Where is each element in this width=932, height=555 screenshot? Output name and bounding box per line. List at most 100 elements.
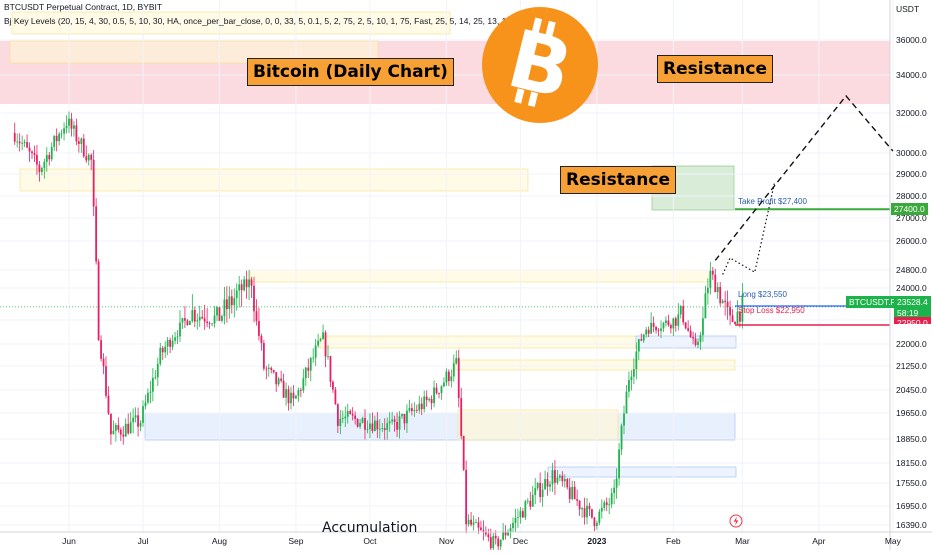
candle: [100, 335, 102, 362]
candle: [618, 443, 620, 486]
candle: [709, 261, 712, 295]
candle: [336, 403, 339, 434]
candle: [679, 305, 682, 319]
candle: [674, 316, 677, 332]
candle: [142, 400, 144, 427]
candle: [578, 500, 581, 516]
key-level-box: [249, 269, 711, 283]
candle: [556, 469, 559, 485]
candle: [110, 413, 112, 445]
time-tick-label: Jun: [62, 536, 76, 546]
price-tick-label: 18850.0: [896, 434, 927, 444]
candle: [299, 387, 302, 398]
candle: [376, 412, 379, 438]
candle: [159, 342, 162, 366]
candle: [75, 118, 78, 146]
candle: [706, 278, 709, 305]
candle: [233, 288, 236, 318]
candle: [240, 279, 243, 307]
candle: [45, 147, 48, 172]
candle: [534, 478, 537, 505]
candle: [282, 373, 285, 398]
candle: [151, 368, 154, 402]
candle: [169, 337, 172, 354]
candle: [50, 142, 53, 162]
take-profit-label: Take Profit $27,400: [738, 197, 807, 206]
price-tick-label: 32000.0: [896, 108, 927, 118]
candle: [591, 509, 593, 519]
candle: [366, 420, 369, 434]
candle: [349, 409, 352, 415]
candle: [186, 319, 189, 326]
candle: [413, 402, 416, 417]
price-tick-label: 27000.0: [896, 213, 927, 223]
candle: [149, 380, 152, 404]
candle: [36, 144, 38, 175]
lightning-icon[interactable]: [729, 514, 743, 528]
price-axis[interactable]: 36000.0 34000.0 32000.0 30000.0 29000.0 28000…: [896, 35, 927, 530]
candle: [105, 356, 107, 399]
time-tick-label: Dec: [513, 536, 529, 546]
candle: [317, 333, 320, 348]
bar-countdown: 58:19: [897, 308, 919, 318]
title-banner: Bitcoin (Daily Chart): [247, 58, 454, 86]
candle: [248, 269, 250, 301]
candle: [253, 276, 255, 323]
candle: [561, 471, 564, 487]
key-level-box: [9, 40, 379, 64]
candle: [677, 303, 680, 331]
candle: [238, 276, 241, 308]
candle: [662, 321, 665, 332]
candle: [551, 462, 554, 492]
candle: [23, 139, 26, 148]
candle: [581, 506, 583, 518]
candle: [637, 338, 640, 361]
time-axis[interactable]: Jun Jul Aug Sep Oct Nov Dec 2023 Feb Mar Apr May: [62, 536, 902, 546]
candle: [672, 317, 675, 337]
candle: [529, 491, 532, 510]
candle: [346, 403, 349, 424]
candle: [517, 508, 519, 528]
candle: [33, 145, 36, 163]
candle: [250, 277, 253, 298]
candle: [341, 410, 344, 424]
candles: [13, 111, 744, 555]
time-tick-label: Feb: [666, 536, 681, 546]
candle: [613, 479, 616, 505]
candle: [211, 322, 213, 327]
candle: [309, 356, 312, 382]
candle: [714, 268, 717, 293]
candle: [107, 386, 110, 415]
candle: [583, 497, 586, 525]
candle: [642, 333, 645, 343]
candle: [139, 420, 142, 432]
candle: [119, 427, 122, 441]
candle: [134, 407, 137, 423]
candle: [364, 409, 366, 440]
candle: [445, 368, 448, 386]
candle: [193, 306, 196, 328]
candle: [58, 131, 61, 146]
candle: [514, 508, 517, 533]
candle: [519, 507, 522, 524]
candle: [230, 289, 233, 314]
candle: [188, 320, 191, 326]
candle: [70, 112, 73, 137]
candle: [736, 300, 739, 326]
candle: [216, 305, 218, 322]
candle: [689, 325, 692, 339]
candle: [287, 385, 290, 411]
candle: [465, 460, 468, 534]
candle: [521, 508, 524, 518]
candle: [65, 115, 68, 134]
candle: [235, 283, 238, 311]
candle: [332, 380, 334, 393]
candle: [660, 320, 662, 339]
key-level-box: [635, 335, 737, 349]
time-tick-label: 2023: [587, 536, 606, 546]
candle: [277, 376, 280, 387]
candle: [625, 384, 628, 414]
candle: [124, 418, 127, 437]
